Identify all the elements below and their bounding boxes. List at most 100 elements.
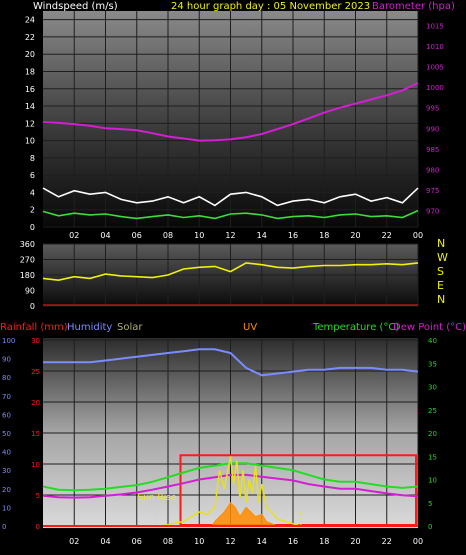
barometer-tick-label: 995 — [426, 105, 439, 113]
wind-tick-label: 0 — [30, 223, 35, 232]
series-direction — [42, 262, 419, 282]
wind-tick-label: 4 — [30, 188, 35, 197]
temperature-tick-label: 25 — [428, 407, 437, 415]
direction-tick-label: 360 — [20, 240, 35, 249]
barometer-tick-label: 1015 — [426, 22, 444, 30]
rain-tick-label: 15 — [31, 430, 40, 438]
direction-tick-label: 180 — [20, 271, 35, 280]
direction-tick-label: 90 — [25, 287, 35, 296]
humidity-tick-label: 40 — [2, 449, 11, 457]
temperature-tick-label: 15 — [428, 453, 437, 461]
wind-plot-series — [42, 82, 419, 220]
x-tick-label: 04 — [100, 231, 110, 240]
x-tick-label: 02 — [69, 231, 79, 240]
temperature-tick-label: 40 — [428, 337, 437, 345]
wind-tick-label: 10 — [25, 137, 35, 146]
temperature-tick-label: 35 — [428, 360, 437, 368]
series-humidity — [43, 348, 419, 377]
barometer-tick-label: 1010 — [426, 43, 444, 51]
wind-tick-label: 22 — [25, 33, 35, 42]
rain-temp-plot-series — [42, 348, 419, 527]
x-tick-label: 16 — [288, 537, 298, 546]
wind-tick-label: 18 — [25, 67, 35, 76]
compass-label: E — [437, 279, 444, 292]
rain-tick-label: 25 — [31, 368, 40, 376]
series-temperature — [42, 462, 419, 492]
x-tick-label: 10 — [194, 231, 204, 240]
temperature-label: Temperature (°C) — [312, 322, 399, 333]
wind-tick-label: 16 — [25, 85, 35, 94]
x-tick-label: 06 — [132, 537, 142, 546]
wind-tick-label: 14 — [25, 102, 35, 111]
humidity-tick-label: 30 — [2, 467, 11, 475]
rain-tick-label: 10 — [31, 461, 40, 469]
humidity-tick-label: 100 — [2, 337, 15, 345]
x-tick-label: 10 — [194, 537, 204, 546]
uv-label: UV — [243, 322, 257, 333]
humidity-tick-label: 10 — [2, 504, 11, 512]
series-dewpoint — [42, 473, 419, 499]
humidity-tick-label: 60 — [2, 411, 11, 419]
temperature-axis-labels: 0 5 10 15 20 25 30 35 40 — [428, 337, 437, 531]
x-tick-label: 22 — [382, 231, 392, 240]
barometer-axis-labels: 970 975 980 985 990 995 1000 1005 1010 1015 — [426, 22, 444, 215]
chart-title: 24 hour graph day : 05 November 2023 — [171, 1, 370, 12]
temperature-tick-label: 5 — [428, 500, 432, 508]
x-tick-label: 12 — [225, 537, 235, 546]
x-tick-label: 00 — [413, 537, 423, 546]
direction-plot-series — [42, 262, 419, 282]
wind-tick-label: 8 — [30, 154, 35, 163]
direction-plot-grid — [43, 243, 419, 307]
x-tick-label: 04 — [100, 537, 110, 546]
wind-tick-label: 12 — [25, 119, 35, 128]
barometer-tick-label: 970 — [426, 208, 439, 216]
temperature-tick-label: 30 — [428, 384, 437, 392]
rainfall-label: Rainfall (mm) — [0, 322, 68, 333]
humidity-label: Humidity — [67, 322, 112, 333]
humidity-tick-label: 80 — [2, 374, 11, 382]
compass-label: W — [437, 251, 448, 264]
humidity-tick-label: 90 — [2, 356, 11, 364]
wind-tick-label: 6 — [30, 171, 35, 180]
wind-tick-label: 2 — [30, 206, 35, 215]
x-tick-label: 20 — [350, 231, 360, 240]
x-tick-label: 08 — [163, 231, 173, 240]
direction-axis-labels: 0 90 180 270 360 — [20, 240, 35, 311]
barometer-tick-label: 1000 — [426, 84, 444, 92]
series-wind_avg — [42, 209, 419, 220]
barometer-tick-label: 980 — [426, 166, 439, 174]
x-tick-label: 06 — [132, 231, 142, 240]
humidity-tick-label: 20 — [2, 486, 11, 494]
compass-label: S — [437, 265, 444, 278]
x-tick-label: 22 — [382, 537, 392, 546]
rain-tick-label: 0 — [36, 523, 40, 531]
solar-label: Solar — [117, 322, 143, 333]
barometer-tick-label: 975 — [426, 187, 439, 195]
temperature-tick-label: 0 — [428, 523, 432, 531]
x-tick-label: 14 — [257, 231, 267, 240]
temperature-tick-label: 10 — [428, 477, 437, 485]
rain-tick-label: 5 — [36, 492, 40, 500]
x-tick-label: 16 — [288, 231, 298, 240]
x-tick-label: 18 — [319, 231, 329, 240]
x-tick-label: 12 — [225, 231, 235, 240]
barometer-label: Barometer (hpa) — [372, 1, 455, 12]
wind-tick-label: 24 — [25, 16, 35, 25]
x-tick-label: 20 — [350, 537, 360, 546]
barometer-tick-label: 1005 — [426, 64, 444, 72]
wind-x-axis-labels: 02 04 06 08 10 12 14 16 18 20 22 00 — [69, 231, 423, 240]
x-tick-label: 18 — [319, 537, 329, 546]
series-uv — [43, 502, 418, 527]
temperature-tick-label: 20 — [428, 430, 437, 438]
wind-tick-label: 20 — [25, 50, 35, 59]
direction-tick-label: 0 — [30, 302, 35, 311]
series-solar — [43, 456, 418, 527]
compass-label: N — [437, 237, 445, 250]
series-barometer — [42, 82, 419, 142]
rain-tick-label: 30 — [31, 337, 40, 345]
rain-temp-x-axis-labels: 02 04 06 08 10 12 14 16 18 20 22 00 — [69, 537, 423, 546]
compass-label: N — [437, 293, 445, 306]
sunrise-label: Sun Rise — [138, 493, 177, 503]
